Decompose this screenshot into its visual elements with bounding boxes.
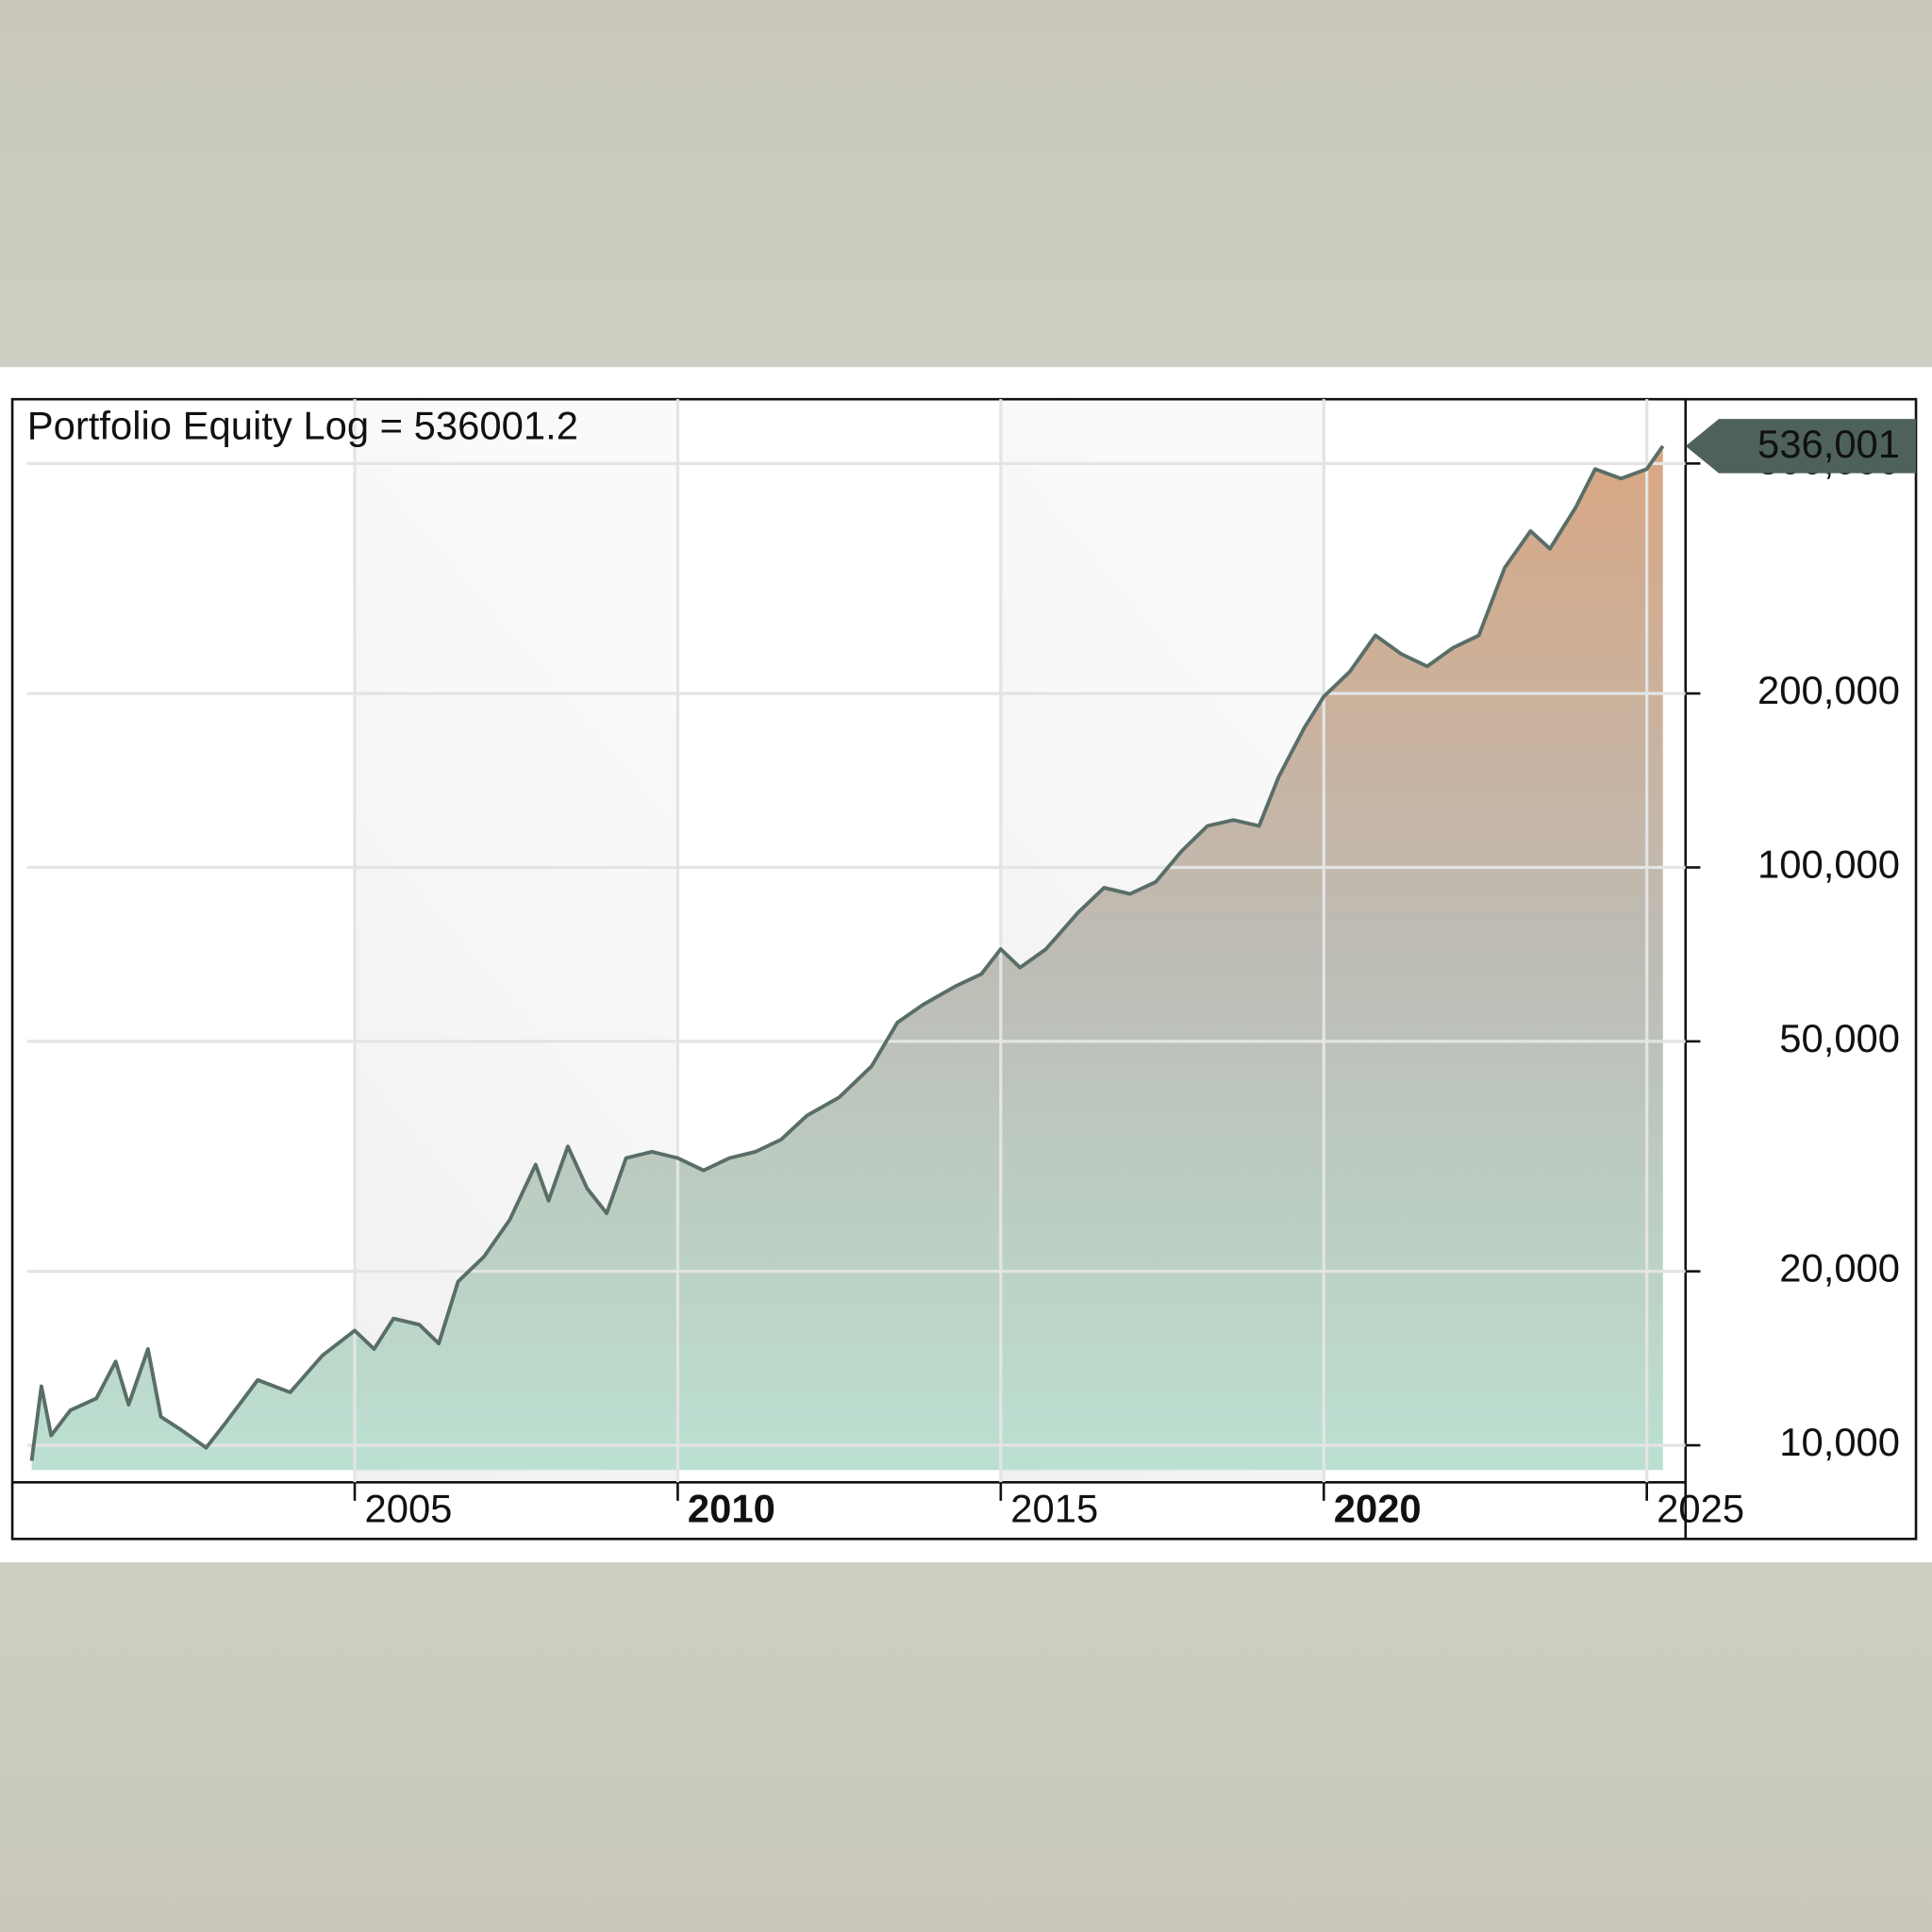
y-tick-label: 50,000 bbox=[1779, 1016, 1900, 1060]
area-fill bbox=[31, 445, 1663, 1471]
y-tick-label: 10,000 bbox=[1779, 1420, 1900, 1464]
chart-title: Portfolio Equity Log = 536001.2 bbox=[27, 404, 578, 448]
value-marker bbox=[1685, 419, 1917, 474]
x-tick-label: 2020 bbox=[1334, 1487, 1422, 1531]
x-tick-label: 2010 bbox=[688, 1487, 775, 1531]
x-tick-label: 2025 bbox=[1657, 1487, 1744, 1531]
frame bbox=[10, 397, 1918, 1541]
equity-line bbox=[29, 444, 1665, 1461]
x-tick-label: 2015 bbox=[1010, 1487, 1098, 1531]
x-tick-label: 2005 bbox=[364, 1487, 452, 1531]
y-tick-label: 20,000 bbox=[1779, 1246, 1900, 1291]
y-tick-label: 200,000 bbox=[1757, 668, 1900, 712]
y-tick-label: 100,000 bbox=[1757, 842, 1900, 887]
value-marker-label: 536,001 bbox=[1757, 422, 1900, 466]
